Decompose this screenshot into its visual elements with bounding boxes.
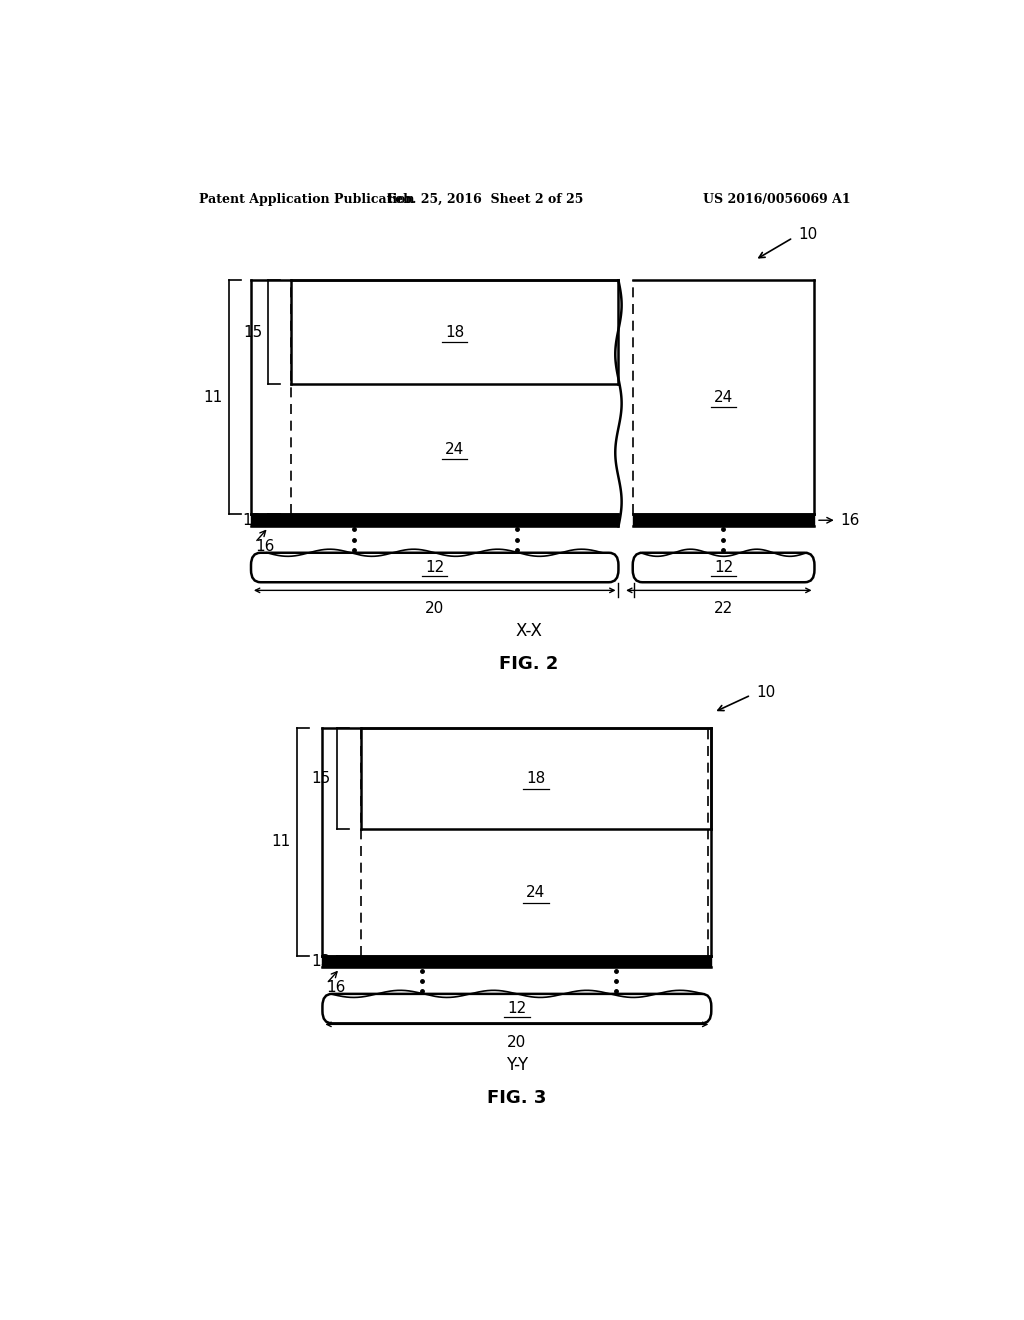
- Text: 12: 12: [714, 560, 733, 576]
- Text: US 2016/0056069 A1: US 2016/0056069 A1: [702, 193, 850, 206]
- Text: 18: 18: [445, 325, 464, 339]
- Text: 15: 15: [243, 325, 262, 339]
- Text: 13: 13: [311, 954, 331, 969]
- Text: 16: 16: [840, 512, 859, 528]
- Text: 16: 16: [255, 539, 274, 554]
- Text: 11: 11: [203, 389, 222, 405]
- Text: FIG. 3: FIG. 3: [487, 1089, 547, 1106]
- Text: 10: 10: [757, 685, 776, 700]
- Text: 22: 22: [714, 601, 733, 616]
- FancyBboxPatch shape: [323, 994, 712, 1023]
- Text: 13: 13: [243, 512, 262, 528]
- Text: 10: 10: [799, 227, 818, 242]
- Text: 12: 12: [425, 560, 444, 576]
- Text: FIG. 2: FIG. 2: [499, 655, 558, 673]
- Text: 12: 12: [507, 1001, 526, 1016]
- Text: Patent Application Publication: Patent Application Publication: [200, 193, 415, 206]
- Text: Y-Y: Y-Y: [506, 1056, 528, 1074]
- Text: Feb. 25, 2016  Sheet 2 of 25: Feb. 25, 2016 Sheet 2 of 25: [387, 193, 584, 206]
- Text: 16: 16: [327, 981, 346, 995]
- Text: X-X: X-X: [515, 622, 542, 640]
- FancyBboxPatch shape: [633, 553, 814, 582]
- Text: 24: 24: [445, 442, 464, 457]
- Text: 15: 15: [311, 771, 331, 785]
- Text: 20: 20: [507, 1035, 526, 1051]
- Text: 24: 24: [714, 389, 733, 405]
- FancyBboxPatch shape: [251, 553, 618, 582]
- Text: 18: 18: [526, 771, 546, 785]
- Text: 24: 24: [526, 886, 546, 900]
- Text: 20: 20: [425, 601, 444, 616]
- Text: 11: 11: [271, 834, 291, 850]
